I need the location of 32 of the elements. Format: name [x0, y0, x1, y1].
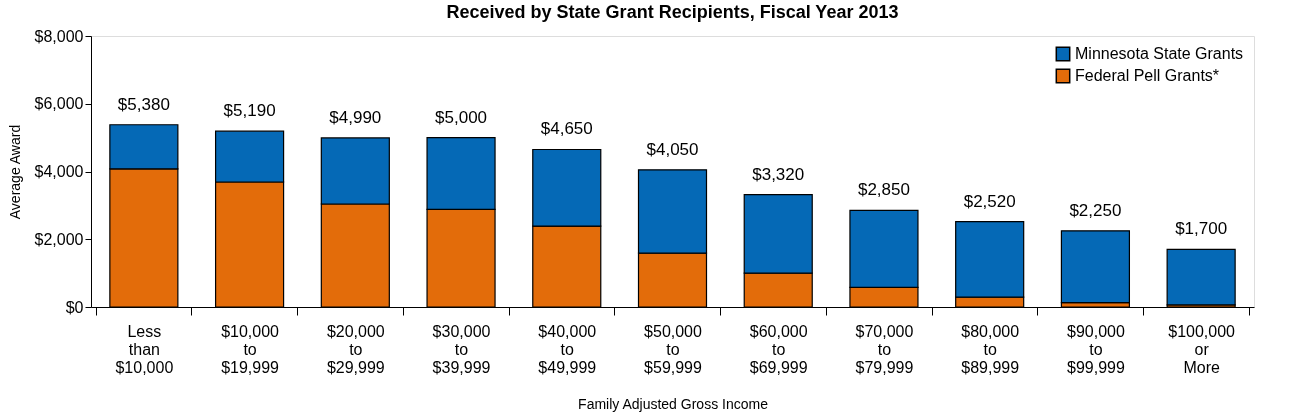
total-label: $3,320: [752, 164, 805, 184]
chart-title: Received by State Grant Recipients, Fiscal Year 2013: [446, 2, 899, 22]
y-tick-label: $8,000: [34, 27, 84, 45]
x-tick-label: $20,000 to $29,999: [326, 322, 385, 376]
x-tick-label: $60,000 to $69,999: [749, 322, 808, 376]
x-tick-label: $30,000 to $39,999: [432, 322, 491, 376]
legend-label: Minnesota State Grants: [1075, 45, 1244, 62]
total-label: $2,250: [1069, 200, 1122, 220]
total-label: $4,990: [329, 107, 382, 127]
x-tick-label: $10,000 to $19,999: [221, 322, 280, 376]
total-label: $1,700: [1175, 219, 1228, 239]
x-axis-title: Family Adjusted Gross Income: [578, 395, 769, 412]
y-axis-title: Average Award: [6, 124, 23, 220]
y-tick-label: $6,000: [34, 95, 84, 113]
total-label: $5,000: [435, 107, 488, 127]
total-label: $2,850: [857, 180, 910, 200]
total-label: $4,050: [646, 139, 699, 159]
x-tick-label: $50,000 to $59,999: [644, 322, 703, 376]
x-tick-label: $80,000 to $89,999: [961, 322, 1020, 376]
total-label: $4,650: [540, 119, 593, 139]
x-tick-label: $100,000 or More: [1168, 322, 1236, 376]
x-tick-label: $40,000 to $49,999: [538, 322, 597, 376]
total-label: $5,380: [117, 94, 170, 114]
total-label: $5,190: [223, 101, 276, 121]
total-label: $2,520: [963, 191, 1016, 211]
y-tick-label: $2,000: [34, 230, 84, 248]
legend-label: Federal Pell Grants*: [1075, 67, 1220, 84]
y-tick-label: $4,000: [34, 163, 84, 180]
y-tick-label: $0: [65, 298, 84, 316]
x-tick-label: $90,000 to $99,999: [1066, 322, 1125, 376]
x-tick-label: $70,000 to $79,999: [855, 322, 914, 376]
x-tick-label: Less than $10,000: [115, 322, 174, 376]
